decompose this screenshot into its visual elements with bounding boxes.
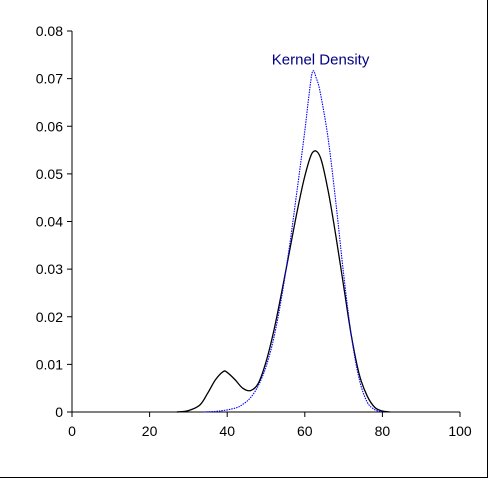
x-tick-label: 100	[448, 423, 472, 439]
y-tick-label: 0.05	[36, 166, 63, 182]
labels: 0 0.01 0.02 0.03 0.04 0.05 0.06 0.07 0.08 0 20 40 60…	[36, 23, 472, 439]
kernel-density-annotation: Kernel Density	[272, 52, 370, 69]
x-tick-label: 0	[68, 423, 76, 439]
x-tick-label: 20	[142, 423, 158, 439]
y-tick-label: 0.06	[36, 118, 63, 134]
x-tick-label: 60	[297, 423, 313, 439]
y-tick-label: 0.08	[36, 23, 63, 39]
y-tick-label: 0	[55, 404, 63, 420]
y-tick-label: 0.02	[36, 309, 63, 325]
y-tick-label: 0.01	[36, 356, 63, 372]
x-tick-label: 40	[219, 423, 235, 439]
y-tick-label: 0.07	[36, 71, 63, 87]
y-tick-label: 0.03	[36, 261, 63, 277]
kernel-density-curve-blue	[203, 70, 383, 413]
axes	[67, 30, 461, 417]
x-tick-label: 80	[375, 423, 391, 439]
series-layer	[176, 70, 391, 413]
y-tick-label: 0.04	[36, 214, 63, 230]
